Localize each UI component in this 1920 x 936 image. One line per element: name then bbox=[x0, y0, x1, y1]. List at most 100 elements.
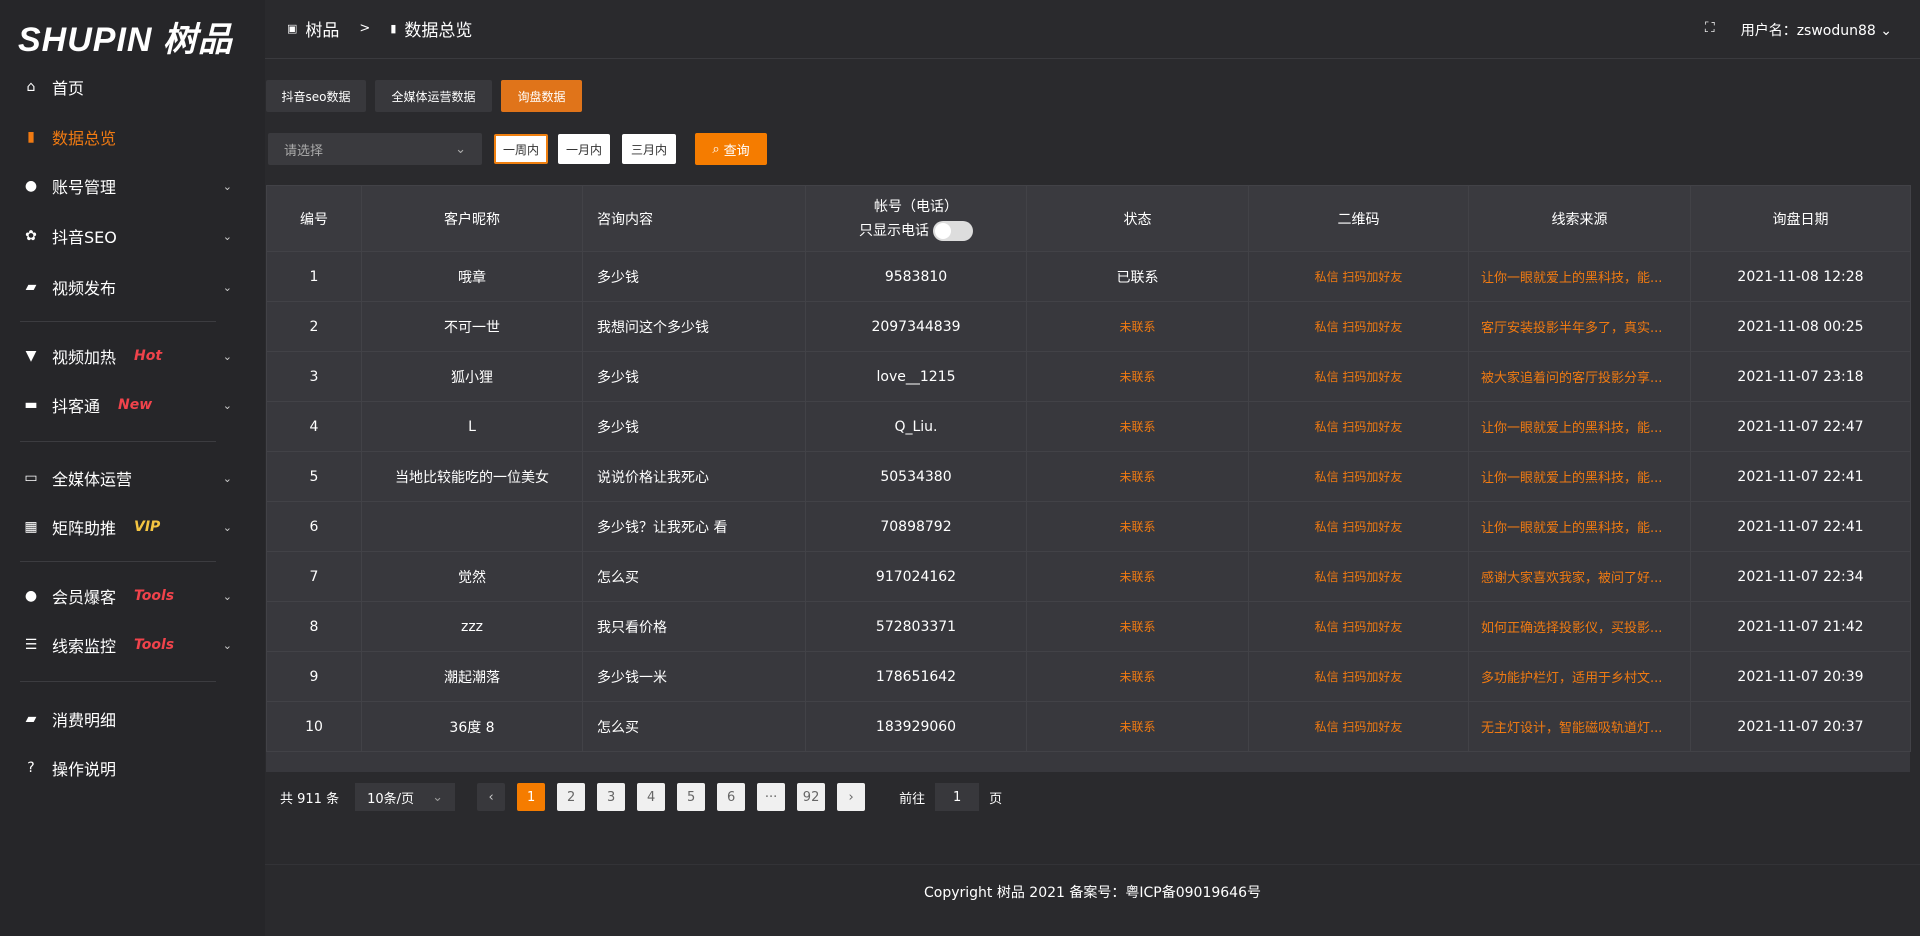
cell-source[interactable]: 让你一眼就爱上的黑科技，能... bbox=[1468, 251, 1691, 302]
footer-divider bbox=[265, 864, 1920, 865]
sidebar-item-10[interactable]: ☰ 线索监控 Tools ⌄ bbox=[22, 627, 232, 663]
page-button[interactable]: 2 bbox=[557, 783, 586, 811]
page-button[interactable]: 6 bbox=[717, 783, 746, 811]
cell-qrcode-link[interactable]: 私信 扫码加好友 bbox=[1248, 351, 1469, 402]
fullscreen-icon[interactable]: ⛶ bbox=[1704, 20, 1715, 36]
col-content: 咨询内容 bbox=[582, 185, 806, 252]
tab-douyin-seo[interactable]: 抖音seo数据 bbox=[266, 80, 366, 112]
cell-source[interactable]: 客厅安装投影半年多了，真实... bbox=[1468, 301, 1691, 352]
sidebar-item-label: 抖音SEO bbox=[52, 228, 117, 247]
cell-source[interactable]: 让你一眼就爱上的黑科技，能... bbox=[1468, 501, 1691, 552]
sidebar-item-label: 视频加热 bbox=[52, 348, 117, 367]
cell-status: 未联系 bbox=[1026, 651, 1249, 702]
range-month-button[interactable]: 一月内 bbox=[558, 134, 610, 164]
sidebar-item-7[interactable]: ▭ 全媒体运营 ⌄ bbox=[22, 460, 232, 496]
sidebar-item-1[interactable]: ▮ 数据总览 bbox=[22, 119, 232, 155]
goto-page-input[interactable]: 1 bbox=[935, 783, 980, 811]
cell-account: 917024162 bbox=[805, 551, 1027, 602]
sidebar-item-9[interactable]: ● 会员爆客 Tools ⌄ bbox=[22, 578, 232, 614]
cell-account: 50534380 bbox=[805, 451, 1027, 502]
cell-content: 多少钱 bbox=[582, 401, 806, 452]
sidebar-item-label: 账号管理 bbox=[52, 178, 117, 197]
range-3month-button[interactable]: 三月内 bbox=[622, 134, 676, 164]
page-button[interactable]: 92 bbox=[797, 783, 826, 811]
cell-qrcode-link[interactable]: 私信 扫码加好友 bbox=[1248, 251, 1469, 302]
query-button[interactable]: ⌕ 查询 bbox=[695, 133, 767, 165]
sidebar-item-label: 消费明细 bbox=[52, 711, 117, 730]
cell-content: 多少钱一米 bbox=[582, 651, 806, 702]
phone-only-toggle[interactable] bbox=[933, 221, 973, 241]
cell-account: Q_Liu. bbox=[805, 401, 1027, 452]
sidebar-item-0[interactable]: ⌂ 首页 bbox=[22, 69, 232, 105]
user-icon: ● bbox=[24, 178, 38, 194]
cell-qrcode-link[interactable]: 私信 扫码加好友 bbox=[1248, 651, 1469, 702]
tab-all-media[interactable]: 全媒体运营数据 bbox=[375, 80, 492, 112]
cell-account: 572803371 bbox=[805, 601, 1027, 652]
cell-qrcode-link[interactable]: 私信 扫码加好友 bbox=[1248, 301, 1469, 352]
cell-source[interactable]: 多功能护栏灯，适用于乡村文... bbox=[1468, 651, 1691, 702]
page-button[interactable]: 1 bbox=[517, 783, 546, 811]
cell-qrcode-link[interactable]: 私信 扫码加好友 bbox=[1248, 551, 1469, 602]
cell-date: 2021-11-07 20:39 bbox=[1690, 651, 1911, 702]
page-suffix: 页 bbox=[989, 791, 1003, 807]
cell-id: 1 bbox=[266, 251, 362, 302]
page-size-value: 10条/页 bbox=[367, 791, 415, 807]
cell-source[interactable]: 让你一眼就爱上的黑科技，能... bbox=[1468, 401, 1691, 452]
range-week-button[interactable]: 一周内 bbox=[494, 134, 548, 164]
page-size-select[interactable]: 10条/页 ⌄ bbox=[355, 783, 456, 811]
cell-account: 178651642 bbox=[805, 651, 1027, 702]
next-page-button[interactable]: › bbox=[837, 783, 866, 811]
sidebar-divider bbox=[20, 561, 216, 562]
category-select[interactable]: 请选择 ⌄ bbox=[268, 133, 482, 165]
cell-status: 未联系 bbox=[1026, 551, 1249, 602]
cell-id: 5 bbox=[266, 451, 362, 502]
grid-icon: ▦ bbox=[24, 519, 38, 535]
sidebar-divider bbox=[20, 441, 216, 442]
sidebar-item-6[interactable]: ▬ 抖客通 New ⌄ bbox=[22, 387, 232, 423]
cell-qrcode-link[interactable]: 私信 扫码加好友 bbox=[1248, 401, 1469, 452]
page-button[interactable]: 4 bbox=[637, 783, 666, 811]
chevron-down-icon: ⌄ bbox=[222, 471, 232, 485]
page-button[interactable]: ··· bbox=[757, 783, 786, 811]
sidebar-item-label: 视频发布 bbox=[52, 279, 117, 298]
cell-source[interactable]: 让你一眼就爱上的黑科技，能... bbox=[1468, 451, 1691, 502]
cell-source[interactable]: 感谢大家喜欢我家，被问了好... bbox=[1468, 551, 1691, 602]
cell-source[interactable]: 被大家追着问的客厅投影分享... bbox=[1468, 351, 1691, 402]
sidebar-item-12[interactable]: ? 操作说明 bbox=[22, 750, 232, 786]
sidebar-item-2[interactable]: ● 账号管理 ⌄ bbox=[22, 168, 232, 204]
cell-nickname: 觉然 bbox=[361, 551, 583, 602]
chevron-down-icon: ⌄ bbox=[222, 179, 232, 193]
page-button[interactable]: 5 bbox=[677, 783, 706, 811]
col-id: 编号 bbox=[266, 185, 362, 252]
total-count: 共 911 条 bbox=[280, 791, 340, 807]
cell-id: 9 bbox=[266, 651, 362, 702]
breadcrumb-root[interactable]: 树品 bbox=[305, 21, 340, 41]
cell-nickname: 当地比较能吃的一位美女 bbox=[361, 451, 583, 502]
chevron-down-icon: ⌄ bbox=[432, 789, 444, 805]
cell-content: 怎么买 bbox=[582, 701, 806, 752]
monitor-icon: ▭ bbox=[24, 470, 38, 486]
chevron-left-icon: ‹ bbox=[488, 789, 494, 805]
sidebar-item-3[interactable]: ✿ 抖音SEO ⌄ bbox=[22, 218, 232, 254]
cell-qrcode-link[interactable]: 私信 扫码加好友 bbox=[1248, 601, 1469, 652]
col-account-label: 帐号（电话） bbox=[874, 199, 958, 215]
sidebar-item-11[interactable]: ▰ 消费明细 bbox=[22, 701, 232, 737]
sidebar-item-8[interactable]: ▦ 矩阵助推 VIP ⌄ bbox=[22, 509, 232, 545]
prev-page-button[interactable]: ‹ bbox=[477, 783, 506, 811]
cell-qrcode-link[interactable]: 私信 扫码加好友 bbox=[1248, 451, 1469, 502]
toggle-label: 只显示电话 bbox=[859, 223, 929, 239]
cell-qrcode-link[interactable]: 私信 扫码加好友 bbox=[1248, 501, 1469, 552]
page-button[interactable]: 3 bbox=[597, 783, 626, 811]
sidebar-item-4[interactable]: ▰ 视频发布 ⌄ bbox=[22, 269, 232, 305]
cell-source[interactable]: 无主灯设计，智能磁吸轨道灯... bbox=[1468, 701, 1691, 752]
sign-icon: ▼ bbox=[25, 348, 37, 364]
sidebar-item-5[interactable]: ▼ 视频加热 Hot ⌄ bbox=[22, 338, 232, 374]
cell-source[interactable]: 如何正确选择投影仪，买投影... bbox=[1468, 601, 1691, 652]
tab-inquiry[interactable]: 询盘数据 bbox=[501, 80, 582, 112]
col-nickname: 客户昵称 bbox=[361, 185, 583, 252]
sidebar-item-label: 数据总览 bbox=[52, 129, 117, 148]
breadcrumb: ▣ 树品 > ▮ 数据总览 bbox=[287, 16, 472, 41]
sidebar-divider bbox=[20, 321, 216, 322]
cell-qrcode-link[interactable]: 私信 扫码加好友 bbox=[1248, 701, 1469, 752]
user-menu[interactable]: 用户名：zswodun88 ⌄ bbox=[1741, 20, 1892, 40]
